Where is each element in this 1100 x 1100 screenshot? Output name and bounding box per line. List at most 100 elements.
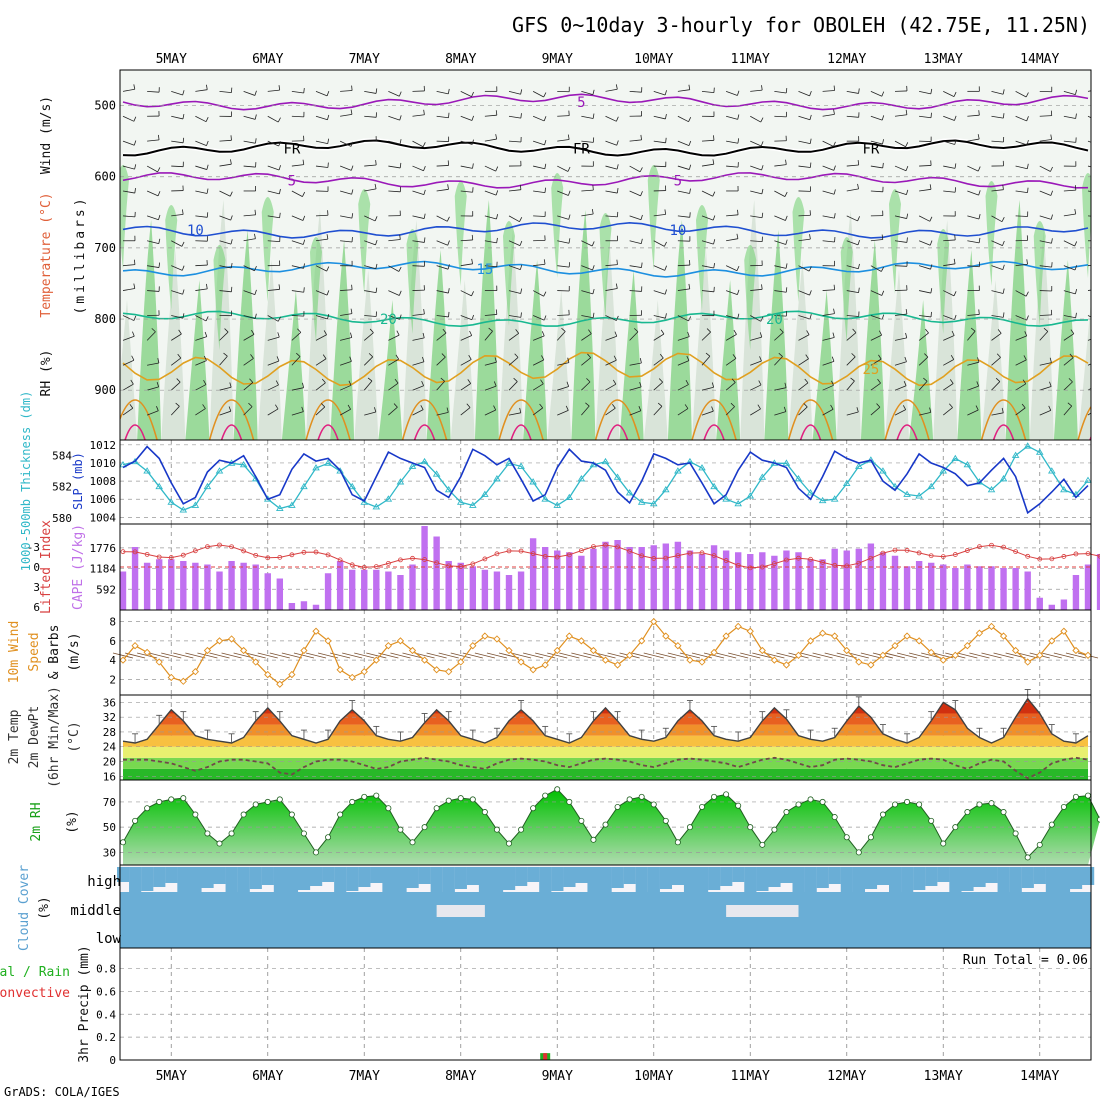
wind-barb	[653, 265, 665, 271]
wind-barb-flag	[832, 332, 835, 338]
wind-barb-flag	[658, 378, 663, 383]
rh-shade	[257, 260, 282, 440]
cape-bar	[131, 547, 139, 610]
isotherm-line	[122, 310, 1089, 328]
wind-marker	[674, 642, 682, 650]
rh-shade	[474, 200, 499, 440]
wind-barb	[943, 263, 956, 267]
wind-barb	[846, 215, 858, 222]
precip-y-tick: 0	[109, 1054, 116, 1067]
wind-barb	[122, 407, 134, 416]
wind-barb	[725, 382, 736, 391]
wind-barb	[1039, 386, 1052, 391]
wind-barb-flag	[349, 356, 352, 362]
rh-marker	[662, 817, 669, 824]
cloud-high-bar	[937, 867, 950, 882]
wind-barb	[291, 115, 304, 118]
li-marker	[217, 542, 222, 548]
wind-barb	[701, 215, 714, 221]
top-x-axis-labels: 5MAY 6MAY 7MAY 8MAY 9MAY 10MAY 11MAY 12MAY 13MAY…	[156, 52, 1060, 67]
wind-barb-flag	[133, 84, 136, 90]
li-marker	[892, 547, 898, 553]
wind-barb-flag	[203, 355, 207, 361]
wind-barb-flag	[785, 287, 788, 293]
wind-marker	[360, 668, 368, 676]
wind-barb-flag	[809, 234, 811, 240]
wind-barb	[943, 165, 956, 169]
wind-barb	[991, 315, 1004, 318]
rh-marker	[349, 798, 356, 805]
slp-y-tick: 1010	[90, 457, 117, 470]
wind10m-barb	[559, 652, 580, 659]
rh-marker	[602, 821, 609, 828]
wind-barb	[774, 332, 784, 341]
wind-barb	[677, 408, 689, 416]
wind-barb	[533, 215, 546, 217]
wind-barb-flag	[398, 266, 402, 272]
upper-air-wind-barbs	[122, 84, 1091, 416]
cape-bar	[300, 601, 308, 610]
rh-marker	[1072, 793, 1079, 800]
wind-barb	[508, 265, 521, 270]
rh-marker	[819, 798, 826, 805]
cloud-high-bar	[961, 867, 974, 891]
wind-barb	[508, 215, 520, 223]
wind-barb-flag	[326, 91, 330, 96]
cloud-high-bar	[490, 867, 504, 894]
wind-barb	[822, 361, 835, 366]
wind10m-barb	[728, 652, 749, 659]
wind-barb-flag	[660, 329, 665, 335]
li-marker	[1073, 551, 1079, 557]
wind-barb	[146, 165, 158, 173]
rh-shade	[426, 250, 451, 440]
wind-barb-flag	[471, 291, 474, 297]
wind-barb	[750, 384, 762, 391]
wind-barb	[750, 360, 762, 366]
cape-bar	[807, 559, 814, 610]
cloud-high-bar	[985, 867, 998, 883]
cloud-high-bar	[334, 867, 347, 895]
wind-y-tick: 6	[109, 635, 116, 648]
rh-marker	[433, 805, 440, 812]
rh-shade	[281, 290, 306, 440]
wind-barb	[629, 215, 642, 221]
wind-barb	[750, 190, 762, 195]
wind-barb	[798, 140, 811, 145]
wind-marker	[818, 629, 827, 637]
wind-barb	[557, 139, 570, 142]
wind-barb	[243, 265, 255, 272]
cloud-high-bar	[623, 867, 636, 884]
thickness-ylabel: 1000-500mb Thickness (dm)	[19, 391, 33, 572]
wind-barb	[677, 336, 690, 341]
wind-marker	[119, 656, 127, 664]
wind-barb-flag	[761, 85, 763, 91]
thickness-marker	[191, 501, 200, 508]
li-marker	[977, 544, 982, 550]
cloud-high-bar	[901, 867, 914, 894]
wind-barb-flag	[206, 188, 209, 194]
wind-barb	[388, 239, 401, 242]
wind-barb	[388, 290, 400, 296]
thickness-marker	[855, 462, 863, 469]
cloud-high-bar	[828, 867, 841, 884]
wind-barb-flag	[587, 353, 592, 358]
cape-ylabel: CAPE (J/kg)	[71, 524, 86, 610]
wind-marker	[843, 646, 851, 655]
wind-barb	[870, 239, 883, 242]
top-x-label: 10MAY	[634, 52, 673, 67]
wind-barb-flag	[997, 329, 1002, 334]
wind10m-barb	[547, 652, 568, 659]
wind-marker	[999, 632, 1008, 640]
wind-barb-flag	[398, 91, 402, 97]
wind-barb	[436, 315, 449, 318]
wind-y-tick: 8	[109, 616, 116, 629]
li-marker	[711, 553, 717, 558]
wind-barb	[701, 355, 711, 366]
wind-barb	[774, 315, 787, 317]
rh-marker	[397, 826, 404, 833]
wind-barb	[894, 190, 907, 196]
cloud-high-bar	[442, 867, 455, 893]
slp-gridlines	[120, 444, 1091, 518]
wind-barb	[340, 289, 353, 291]
